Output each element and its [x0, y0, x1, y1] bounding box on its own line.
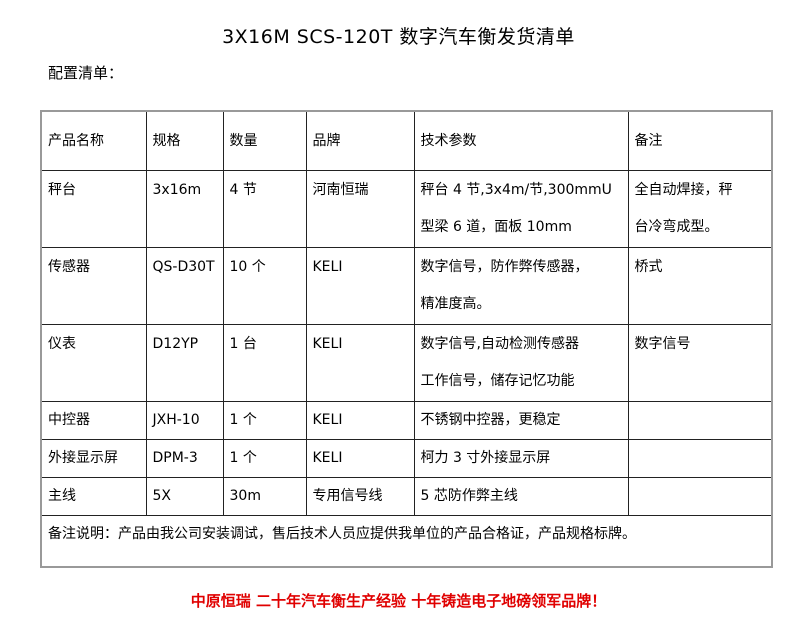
page-title: 3X16M SCS-120T 数字汽车衡发货清单 — [222, 26, 575, 48]
tech-params-cell-line: 不锈钢中控器，更稳定 — [420, 412, 561, 428]
product-name-cell: 仪表 — [40, 324, 147, 402]
quantity-cell: 30m — [222, 477, 307, 516]
spec-cell: 5X — [145, 477, 224, 516]
header-cell: 产品名称 — [40, 110, 147, 171]
tech-params-cell-line: 柯力 3 寸外接显示屏 — [420, 450, 551, 466]
remark-cell — [627, 439, 773, 478]
note-row: 备注说明：产品由我公司安装调试，售后技术人员应提供我单位的产品合格证，产品规格标… — [40, 515, 773, 568]
remark-cell — [627, 401, 773, 440]
tech-params-cell: 5 芯防作弊主线 — [413, 477, 629, 516]
remark-cell-line: 全自动焊接，秤 — [634, 182, 733, 198]
tech-params-cell: 秤台 4 节,3x4m/节,300mmU 型梁 6 道，面板 10mm — [413, 170, 629, 248]
brand-cell: KELI — [305, 439, 415, 478]
product-name-cell: 主线 — [40, 477, 147, 516]
product-name-cell: 秤台 — [40, 170, 147, 248]
remark-cell-line: 数字信号 — [634, 336, 691, 352]
brand-cell: KELI — [305, 247, 415, 325]
section-label: 配置清单： — [48, 64, 124, 82]
quantity-cell: 10 个 — [222, 247, 307, 325]
header-cell: 品牌 — [305, 110, 415, 171]
remark-cell-line — [635, 286, 766, 323]
remark-cell — [627, 477, 773, 516]
tech-params-cell-line: 数字信号，防作弊传感器， — [420, 259, 589, 275]
product-name-cell: 传感器 — [40, 247, 147, 325]
tech-params-cell-line: 工作信号，储存记忆功能 — [420, 373, 575, 389]
product-name-cell: 外接显示屏 — [40, 439, 147, 478]
brand-cell: 专用信号线 — [305, 477, 415, 516]
table-row: 中控器 JXH-10 1 个 KELI 不锈钢中控器，更稳定 — [40, 401, 773, 440]
tech-params-cell: 数字信号，防作弊传感器， 精准度高。 — [413, 247, 629, 325]
header-cell: 技术参数 — [413, 110, 629, 171]
table-row: 秤台 3x16m 4 节河南恒瑞 秤台 4 节,3x4m/节,300mmU 型梁 6 道… — [40, 170, 773, 248]
tech-params-cell-line: 5 芯防作弊主线 — [420, 488, 518, 504]
header-cell: 规格 — [145, 110, 224, 171]
remark-cell-line: 桥式 — [634, 259, 663, 275]
spec-cell: D12YP — [145, 324, 224, 402]
spec-cell: JXH-10 — [145, 401, 224, 440]
remark-cell: 全自动焊接，秤 台冷弯成型。 — [627, 170, 773, 248]
tech-params-cell: 柯力 3 寸外接显示屏 — [413, 439, 629, 478]
footer-slogan: 中原恒瑞 二十年汽车衡生产经验 十年铸造电子地磅领军品牌！ — [190, 592, 607, 610]
quantity-cell: 1 个 — [222, 439, 307, 478]
remark-cell-line — [635, 403, 766, 439]
brand-cell: KELI — [305, 401, 415, 440]
brand-cell: 河南恒瑞 — [305, 170, 415, 248]
tech-params-cell: 数字信号,自动检测传感器 工作信号，储存记忆功能 — [413, 324, 629, 402]
remark-cell: 数字信号 — [627, 324, 773, 402]
remark-cell-line: 台冷弯成型。 — [634, 219, 719, 235]
spec-cell: QS-D30T — [145, 247, 224, 325]
remark-cell: 桥式 — [627, 247, 773, 325]
tech-params-cell-line: 秤台 4 节,3x4m/节,300mmU — [420, 182, 612, 198]
note-text: 备注说明：产品由我公司安装调试，售后技术人员应提供我单位的产品合格证，产品规格标… — [40, 515, 773, 568]
spec-cell: DPM-3 — [145, 439, 224, 478]
table-row: 仪表 D12YP 1 台 KELI 数字信号,自动检测传感器 工作信号，储存记忆功能 数字信… — [40, 324, 773, 402]
table-header-row: 产品名称 规格 数量 品牌 技术参数 备注 — [40, 110, 773, 171]
tech-params-cell-line: 数字信号,自动检测传感器 — [420, 336, 579, 352]
remark-cell-line — [635, 441, 766, 477]
table-row: 主线 5X 30m 专用信号线 5 芯防作弊主线 — [40, 477, 773, 516]
tech-params-cell: 不锈钢中控器，更稳定 — [413, 401, 629, 440]
tech-params-cell-line: 精准度高。 — [420, 296, 491, 312]
table-row: 传感器 QS-D30T 10 个 KELI 数字信号，防作弊传感器， 精准度高。 桥式 — [40, 247, 773, 325]
shipping-list-table: 产品名称 规格 数量 品牌 技术参数 备注 秤台 3x16m 4 节河南恒瑞 秤台 4… — [40, 110, 773, 568]
tech-params-cell-line: 型梁 6 道，面板 10mm — [420, 219, 572, 235]
header-cell: 备注 — [627, 110, 773, 171]
product-name-cell: 中控器 — [40, 401, 147, 440]
remark-cell-line — [635, 363, 766, 400]
brand-cell: KELI — [305, 324, 415, 402]
quantity-cell: 1 台 — [222, 324, 307, 402]
remark-cell-line — [635, 479, 766, 515]
table-row: 外接显示屏 DPM-3 1 个 KELI 柯力 3 寸外接显示屏 — [40, 439, 773, 478]
quantity-cell: 1 个 — [222, 401, 307, 440]
quantity-cell: 4 节 — [222, 170, 307, 248]
header-cell: 数量 — [222, 110, 307, 171]
spec-cell: 3x16m — [145, 170, 224, 248]
